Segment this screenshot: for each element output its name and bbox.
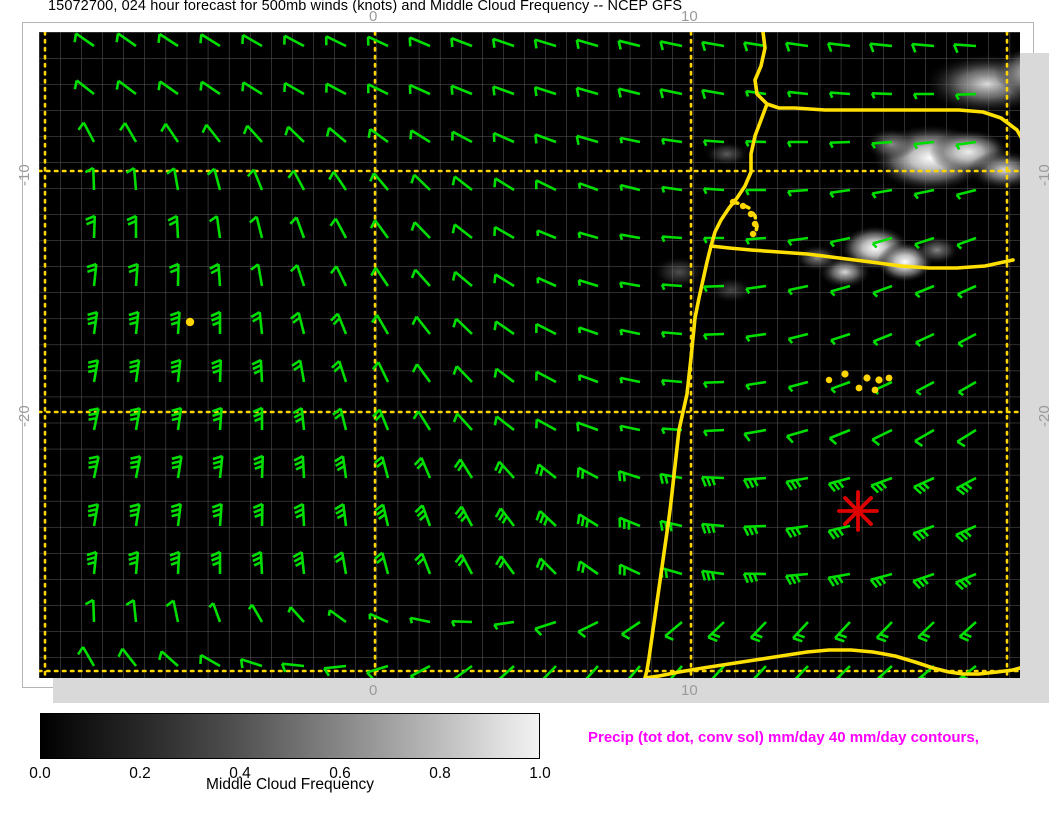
graticule	[39, 32, 1020, 678]
colorbar-gradient	[40, 713, 540, 759]
chart-title: 15072700, 024 hour forecast for 500mb wi…	[48, 0, 683, 14]
colorbar-tick-5: 1.0	[529, 765, 551, 782]
tick-bottom-10: 10	[681, 682, 698, 699]
station-marker-asterisk	[837, 490, 879, 532]
tick-left-minus20: -20	[16, 405, 33, 427]
colorbar-tick-1: 0.2	[129, 765, 151, 782]
colorbar-tick-2: 0.4	[229, 765, 251, 782]
tick-top-0: 0	[369, 8, 378, 25]
colorbar-tick-0: 0.0	[29, 765, 51, 782]
map-canvas[interactable]	[39, 32, 1020, 678]
tick-bottom-0: 0	[369, 682, 378, 699]
precip-total-dots	[185, 198, 893, 394]
precip-annotation: Precip (tot dot, conv sol) mm/day 40 mm/…	[588, 729, 979, 746]
colorbar-tick-3: 0.6	[329, 765, 351, 782]
tick-top-10: 10	[681, 8, 698, 25]
colorbar-label: Middle Cloud Frequency	[205, 776, 375, 793]
colorbar-tick-4: 0.8	[429, 765, 451, 782]
colorbar: 0.0 0.2 0.4 0.6 0.8 1.0	[29, 713, 551, 782]
tick-left-minus10: -10	[16, 164, 33, 186]
tick-right-minus10: -10	[1036, 164, 1053, 186]
coastline-borders	[643, 32, 1020, 678]
tick-right-minus20: -20	[1036, 405, 1053, 427]
